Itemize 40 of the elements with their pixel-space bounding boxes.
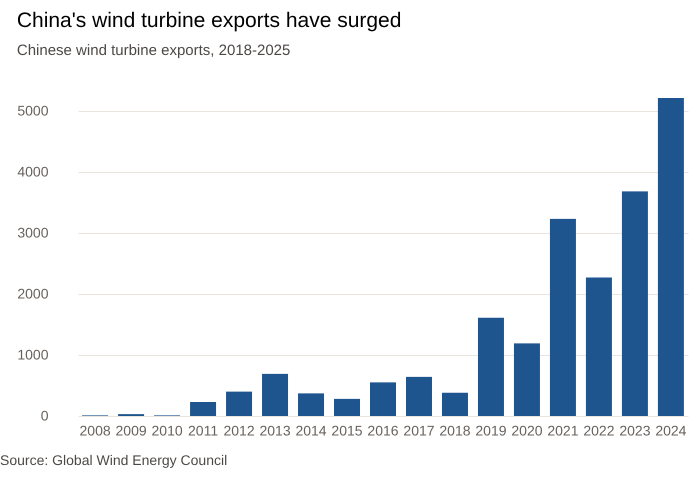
x-tick-label: 2018: [439, 422, 471, 438]
bar: [514, 343, 540, 416]
x-tick-label: 2011: [188, 422, 218, 438]
x-tick-label: 2020: [511, 422, 543, 438]
bar: [334, 398, 360, 416]
x-tick-label: 2023: [619, 422, 651, 438]
bar: [478, 318, 504, 416]
x-tick-label: 2022: [583, 422, 615, 438]
x-tick-label: 2015: [331, 422, 363, 438]
y-tick-label: 3000: [17, 224, 49, 240]
x-tick-label: 2009: [116, 422, 147, 438]
bar: [442, 392, 468, 416]
x-tick-label: 2021: [547, 422, 579, 438]
bar: [658, 98, 684, 416]
chart-title: China's wind turbine exports have surged: [16, 9, 402, 32]
bar: [550, 218, 576, 416]
x-tick-label: 2016: [367, 422, 399, 438]
x-tick-label: 2012: [223, 422, 255, 438]
y-tick-label: 2000: [17, 285, 49, 302]
bar: [406, 376, 432, 416]
source-note: Source: Global Wind Energy Council: [0, 452, 228, 468]
y-tick-label: 4000: [17, 163, 49, 180]
bar: [226, 392, 252, 416]
bar: [190, 402, 216, 416]
bar: [370, 382, 396, 416]
bar: [622, 191, 648, 416]
x-tick-label: 2008: [80, 422, 111, 438]
chart-subtitle: Chinese wind turbine exports, 2018-2025: [16, 42, 290, 59]
bar: [262, 374, 288, 416]
x-tick-label: 2017: [403, 422, 435, 438]
x-tick-label: 2010: [151, 422, 183, 438]
y-tick-label: 1000: [17, 346, 49, 362]
x-tick-label: 2013: [259, 422, 291, 438]
x-tick-label: 2014: [295, 422, 327, 438]
bar: [586, 277, 612, 416]
y-tick-label: 5000: [17, 102, 49, 118]
x-tick-label: 2019: [475, 422, 507, 438]
y-tick-label: 0: [40, 408, 49, 424]
bar: [298, 393, 324, 416]
x-tick-label: 2024: [655, 422, 687, 438]
